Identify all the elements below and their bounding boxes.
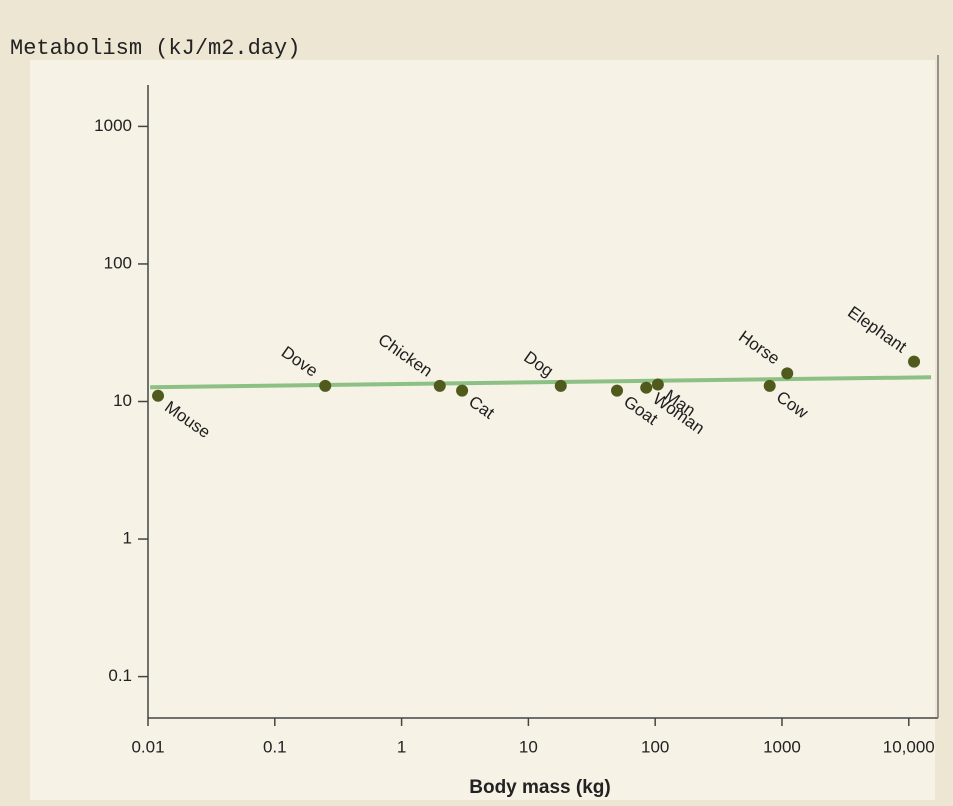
chart-title: Metabolism (kJ/m2.day) — [10, 36, 300, 61]
data-point — [434, 380, 446, 392]
chart: Metabolism (kJ/m2.day) Body mass (kg) 0.… — [0, 0, 953, 806]
y-tick-label: 100 — [104, 253, 132, 272]
data-point — [152, 390, 164, 402]
data-point — [652, 378, 664, 390]
data-point — [764, 380, 776, 392]
x-tick-label: 0.01 — [131, 737, 164, 756]
data-point — [611, 385, 623, 397]
y-tick-label: 1 — [123, 529, 132, 548]
x-axis-label: Body mass (kg) — [469, 777, 610, 798]
x-tick-label: 10,000 — [883, 737, 935, 756]
x-tick-label: 1 — [397, 737, 406, 756]
y-tick-label: 1000 — [94, 116, 132, 135]
y-tick-label: 0.1 — [108, 666, 132, 685]
data-point — [555, 380, 567, 392]
x-tick-label: 0.1 — [263, 737, 287, 756]
data-point — [640, 382, 652, 394]
data-point — [456, 385, 468, 397]
plot-background — [30, 60, 935, 800]
data-point — [319, 380, 331, 392]
x-tick-label: 100 — [641, 737, 669, 756]
x-tick-label: 1000 — [763, 737, 801, 756]
y-tick-label: 10 — [113, 391, 132, 410]
data-point — [781, 367, 793, 379]
data-point — [908, 356, 920, 368]
x-tick-label: 10 — [519, 737, 538, 756]
